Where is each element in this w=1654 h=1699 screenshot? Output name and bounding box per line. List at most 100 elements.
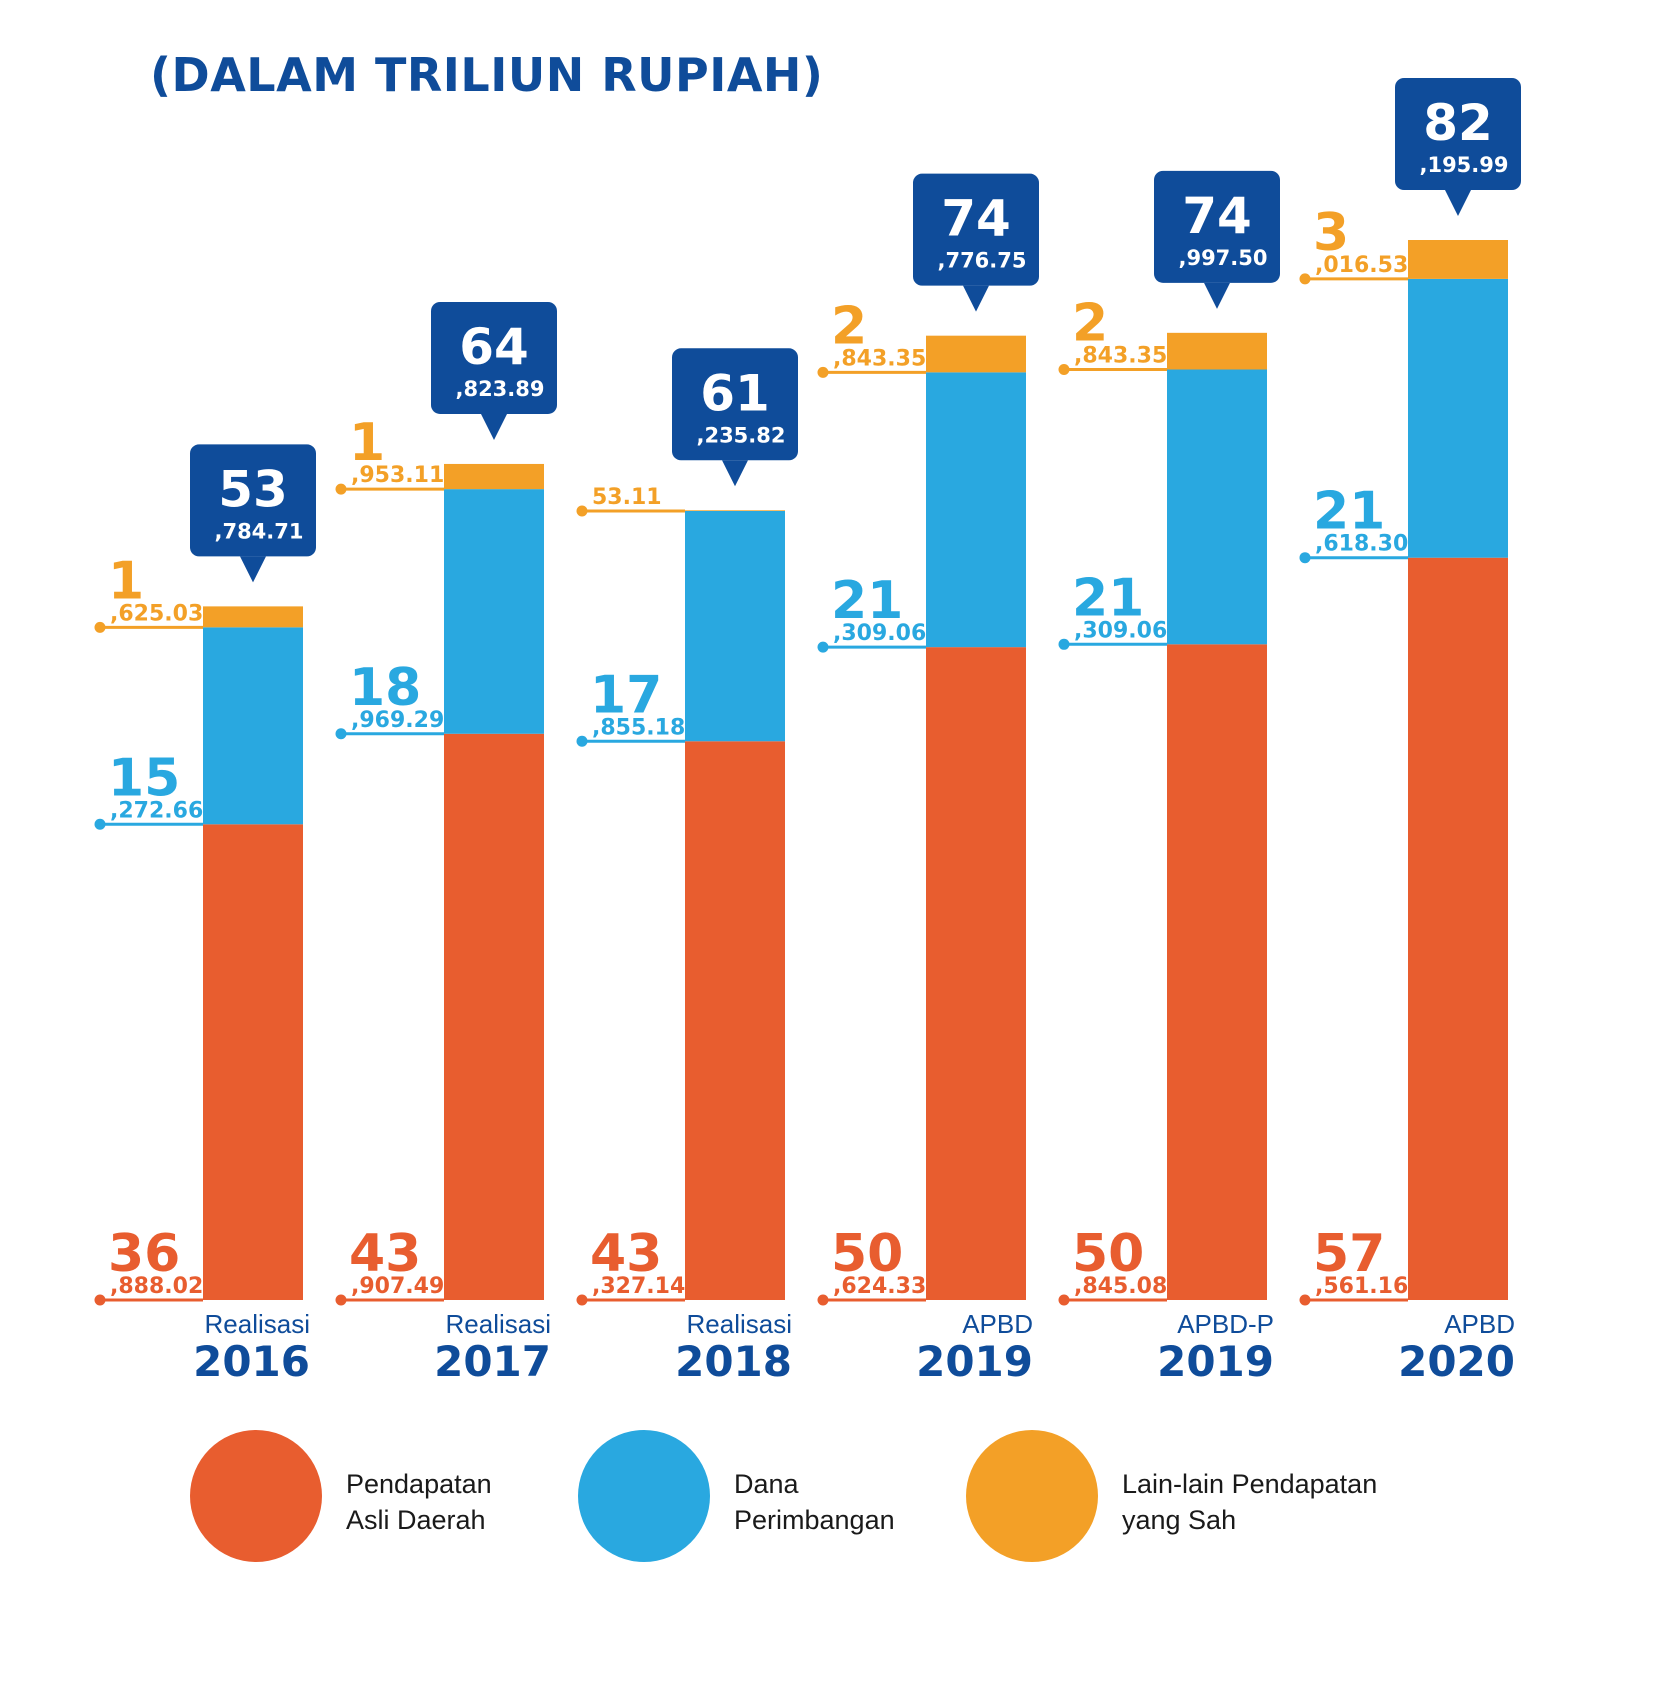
- total-callout-pointer: [722, 460, 748, 487]
- total-callout-box: [672, 348, 798, 461]
- legend-label-lain: Lain-lain Pendapatan yang Sah: [1122, 1466, 1382, 1538]
- bar-segment-lain: [444, 463, 544, 490]
- bar-segment-pad: [685, 741, 785, 1300]
- legend-line: Dana: [734, 1469, 799, 1499]
- bar-segment-lain: [203, 606, 303, 628]
- value-label-dana-minor: ,969.29: [351, 708, 444, 733]
- category-year: 2019: [916, 1337, 1033, 1386]
- category-sublabel: APBD: [1444, 1309, 1515, 1339]
- legend-line: Perimbangan: [734, 1505, 895, 1535]
- total-label-minor: ,776.75: [937, 249, 1026, 273]
- total-label-major: 53: [218, 460, 288, 518]
- value-label-dana-minor: ,618.30: [1315, 532, 1408, 557]
- total-label-minor: ,195.99: [1419, 153, 1508, 177]
- value-label-lain-major: 1: [108, 551, 144, 611]
- value-label-pad-minor: ,624.33: [833, 1274, 926, 1299]
- value-label-pad-major: 57: [1313, 1224, 1385, 1284]
- bar-segment-pad: [1167, 644, 1267, 1300]
- category-sublabel: Realisasi: [687, 1309, 793, 1339]
- total-label-major: 74: [941, 190, 1011, 248]
- value-label-pad-minor: ,907.49: [351, 1274, 444, 1299]
- legend-swatch-dana: [578, 1430, 710, 1562]
- value-label-dana-major: 21: [1313, 482, 1385, 542]
- value-label-dana-minor: ,309.06: [1074, 618, 1167, 643]
- total-label-minor: ,823.89: [455, 377, 544, 401]
- legend-line: yang Sah: [1122, 1505, 1237, 1535]
- leader-dot-pad: [335, 1294, 347, 1306]
- category-sublabel: APBD-P: [1177, 1309, 1274, 1339]
- value-label-dana-major: 18: [349, 658, 421, 718]
- value-label-pad-major: 43: [349, 1224, 421, 1284]
- bar-segment-lain: [685, 510, 785, 511]
- total-callout-box: [1395, 78, 1521, 191]
- value-label-pad-major: 43: [590, 1224, 662, 1284]
- total-label-major: 82: [1423, 94, 1493, 152]
- leader-dot-dana: [1299, 552, 1311, 564]
- leader-dot-dana: [576, 735, 588, 747]
- leader-dot-pad: [1299, 1294, 1311, 1306]
- bar-segment-lain: [1167, 332, 1267, 370]
- bar-segment-dana: [1167, 369, 1267, 645]
- leader-dot-lain: [94, 621, 106, 633]
- legend-swatch-lain: [966, 1430, 1098, 1562]
- leader-dot-lain: [1299, 273, 1311, 285]
- bar-segment-pad: [203, 824, 303, 1300]
- value-label-pad-minor: ,888.02: [110, 1274, 203, 1299]
- leader-dot-pad: [576, 1294, 588, 1306]
- leader-dot-dana: [335, 728, 347, 740]
- bar-segment-pad: [926, 647, 1026, 1300]
- bar-segment-dana: [444, 489, 544, 734]
- value-label-dana-minor: ,272.66: [110, 798, 203, 823]
- legend: Pendapatan Asli Daerah Dana Perimbangan …: [0, 1430, 1654, 1570]
- total-callout-box: [913, 173, 1039, 286]
- value-label-lain-major: 2: [831, 296, 867, 356]
- category-sublabel: Realisasi: [205, 1309, 311, 1339]
- leader-dot-dana: [817, 641, 829, 653]
- value-label-dana-major: 15: [108, 748, 180, 808]
- value-label-lain-major: 1: [349, 413, 385, 473]
- stacked-bar-chart: 36,888.0215,272.661,625.0353,784.71Reali…: [94, 78, 1521, 1386]
- leader-dot-lain: [335, 483, 347, 495]
- bar-segment-dana: [926, 372, 1026, 648]
- leader-dot-pad: [817, 1294, 829, 1306]
- total-callout-pointer: [481, 413, 507, 440]
- legend-swatch-pad: [190, 1430, 322, 1562]
- legend-line: Pendapatan: [346, 1469, 492, 1499]
- value-label-dana-major: 21: [1072, 568, 1144, 628]
- value-label-dana-minor: ,855.18: [592, 715, 685, 740]
- legend-line: Lain-lain Pendapatan: [1122, 1469, 1378, 1499]
- total-label-minor: ,235.82: [696, 423, 785, 447]
- bar-segment-dana: [203, 627, 303, 825]
- total-label-minor: ,784.71: [214, 519, 303, 543]
- leader-dot-pad: [1058, 1294, 1070, 1306]
- value-label-pad-minor: ,845.08: [1074, 1274, 1167, 1299]
- total-callout-box: [431, 301, 557, 414]
- value-label-pad-major: 50: [831, 1224, 903, 1284]
- value-label-lain-minor: ,843.35: [1074, 343, 1167, 368]
- bar-segment-dana: [1408, 278, 1508, 558]
- leader-dot-pad: [94, 1294, 106, 1306]
- legend-label-dana: Dana Perimbangan: [734, 1466, 994, 1538]
- category-sublabel: Realisasi: [446, 1309, 552, 1339]
- category-year: 2018: [675, 1337, 792, 1386]
- bar-segment-pad: [444, 733, 544, 1300]
- total-callout-pointer: [1445, 190, 1471, 217]
- bar-segment-lain: [1408, 240, 1508, 279]
- category-year: 2019: [1157, 1337, 1274, 1386]
- value-label-lain-minor: 53.11: [592, 485, 662, 510]
- value-label-pad-minor: ,561.16: [1315, 1274, 1408, 1299]
- chart-title: (DALAM TRILIUN RUPIAH): [150, 48, 824, 102]
- total-label-major: 61: [700, 364, 770, 422]
- leader-dot-lain: [1058, 363, 1070, 375]
- total-label-minor: ,997.50: [1178, 246, 1267, 270]
- total-callout-box: [190, 444, 316, 557]
- value-label-dana-major: 17: [590, 665, 662, 725]
- value-label-dana-minor: ,309.06: [833, 621, 926, 646]
- total-callout-pointer: [963, 285, 989, 312]
- bar-segment-dana: [685, 510, 785, 742]
- total-callout-pointer: [1204, 282, 1230, 309]
- leader-dot-lain: [576, 505, 588, 517]
- leader-dot-dana: [1058, 638, 1070, 650]
- legend-label-pad: Pendapatan Asli Daerah: [346, 1466, 606, 1538]
- value-label-pad-minor: ,327.14: [592, 1274, 685, 1299]
